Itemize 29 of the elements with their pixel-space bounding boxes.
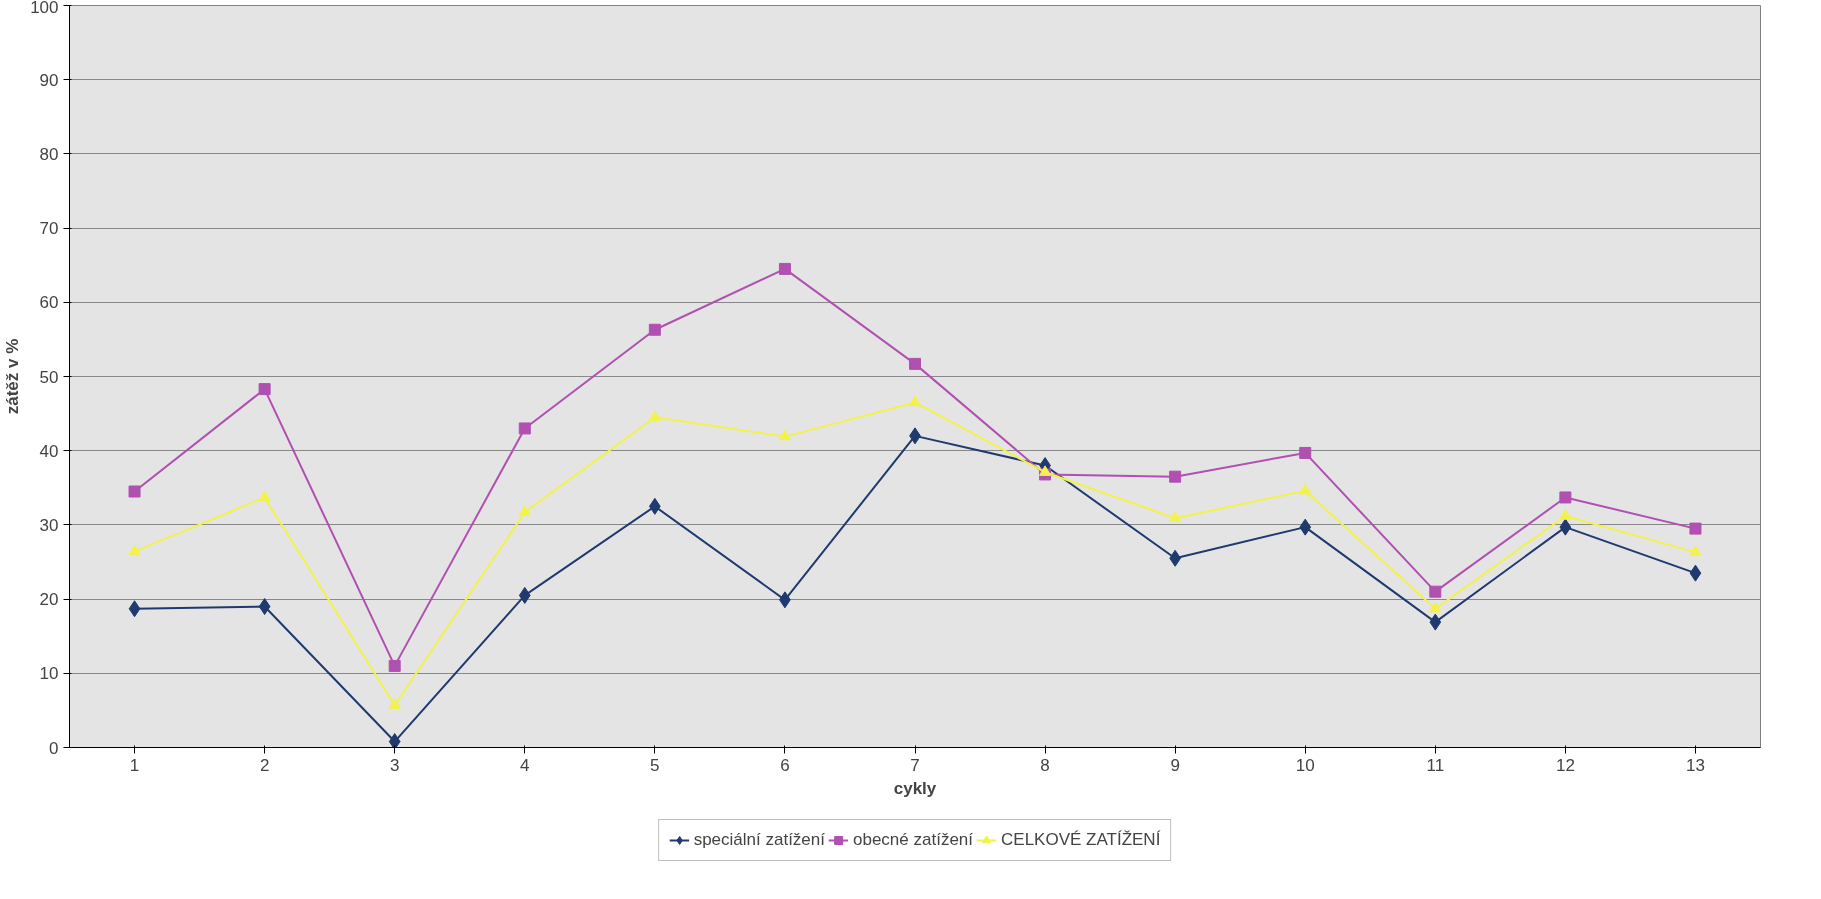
y-tick-label: 90 [39, 70, 59, 90]
y-tick-label: 10 [39, 664, 59, 684]
x-tick-label: 9 [1170, 755, 1180, 775]
y-axis-title: zátěž v % [3, 338, 23, 415]
x-tick-label: 8 [1040, 755, 1050, 775]
y-tick-label: 70 [39, 219, 59, 239]
x-tick-label: 10 [1295, 755, 1315, 775]
x-tick-label: 1 [129, 755, 140, 775]
x-tick-label: 12 [1555, 755, 1575, 775]
x-tick-label: 13 [1686, 755, 1705, 775]
x-tick-label: 4 [520, 755, 530, 775]
y-tick-label: 60 [39, 293, 59, 313]
x-tick-label: 3 [389, 755, 400, 775]
x-tick-label: 7 [910, 755, 920, 775]
x-tick-label: 11 [1426, 755, 1445, 775]
y-tick-label: 0 [49, 738, 59, 758]
y-tick-label: 20 [39, 590, 59, 610]
legend-label: speciální zatížení [693, 830, 825, 850]
legend-label: CELKOVÉ ZATÍŽENÍ [1001, 830, 1161, 850]
x-tick-label: 6 [780, 755, 790, 775]
y-tick-label: 50 [39, 367, 59, 387]
y-tick-label: 40 [39, 441, 59, 461]
y-tick-label: 100 [30, 0, 59, 17]
x-tick-label: 2 [259, 755, 270, 775]
y-tick-label: 30 [39, 515, 59, 535]
x-axis-title: cykly [893, 778, 937, 798]
legend-label: obecné zatížení [853, 830, 974, 850]
x-tick-label: 5 [650, 755, 660, 775]
y-tick-label: 80 [39, 144, 59, 164]
